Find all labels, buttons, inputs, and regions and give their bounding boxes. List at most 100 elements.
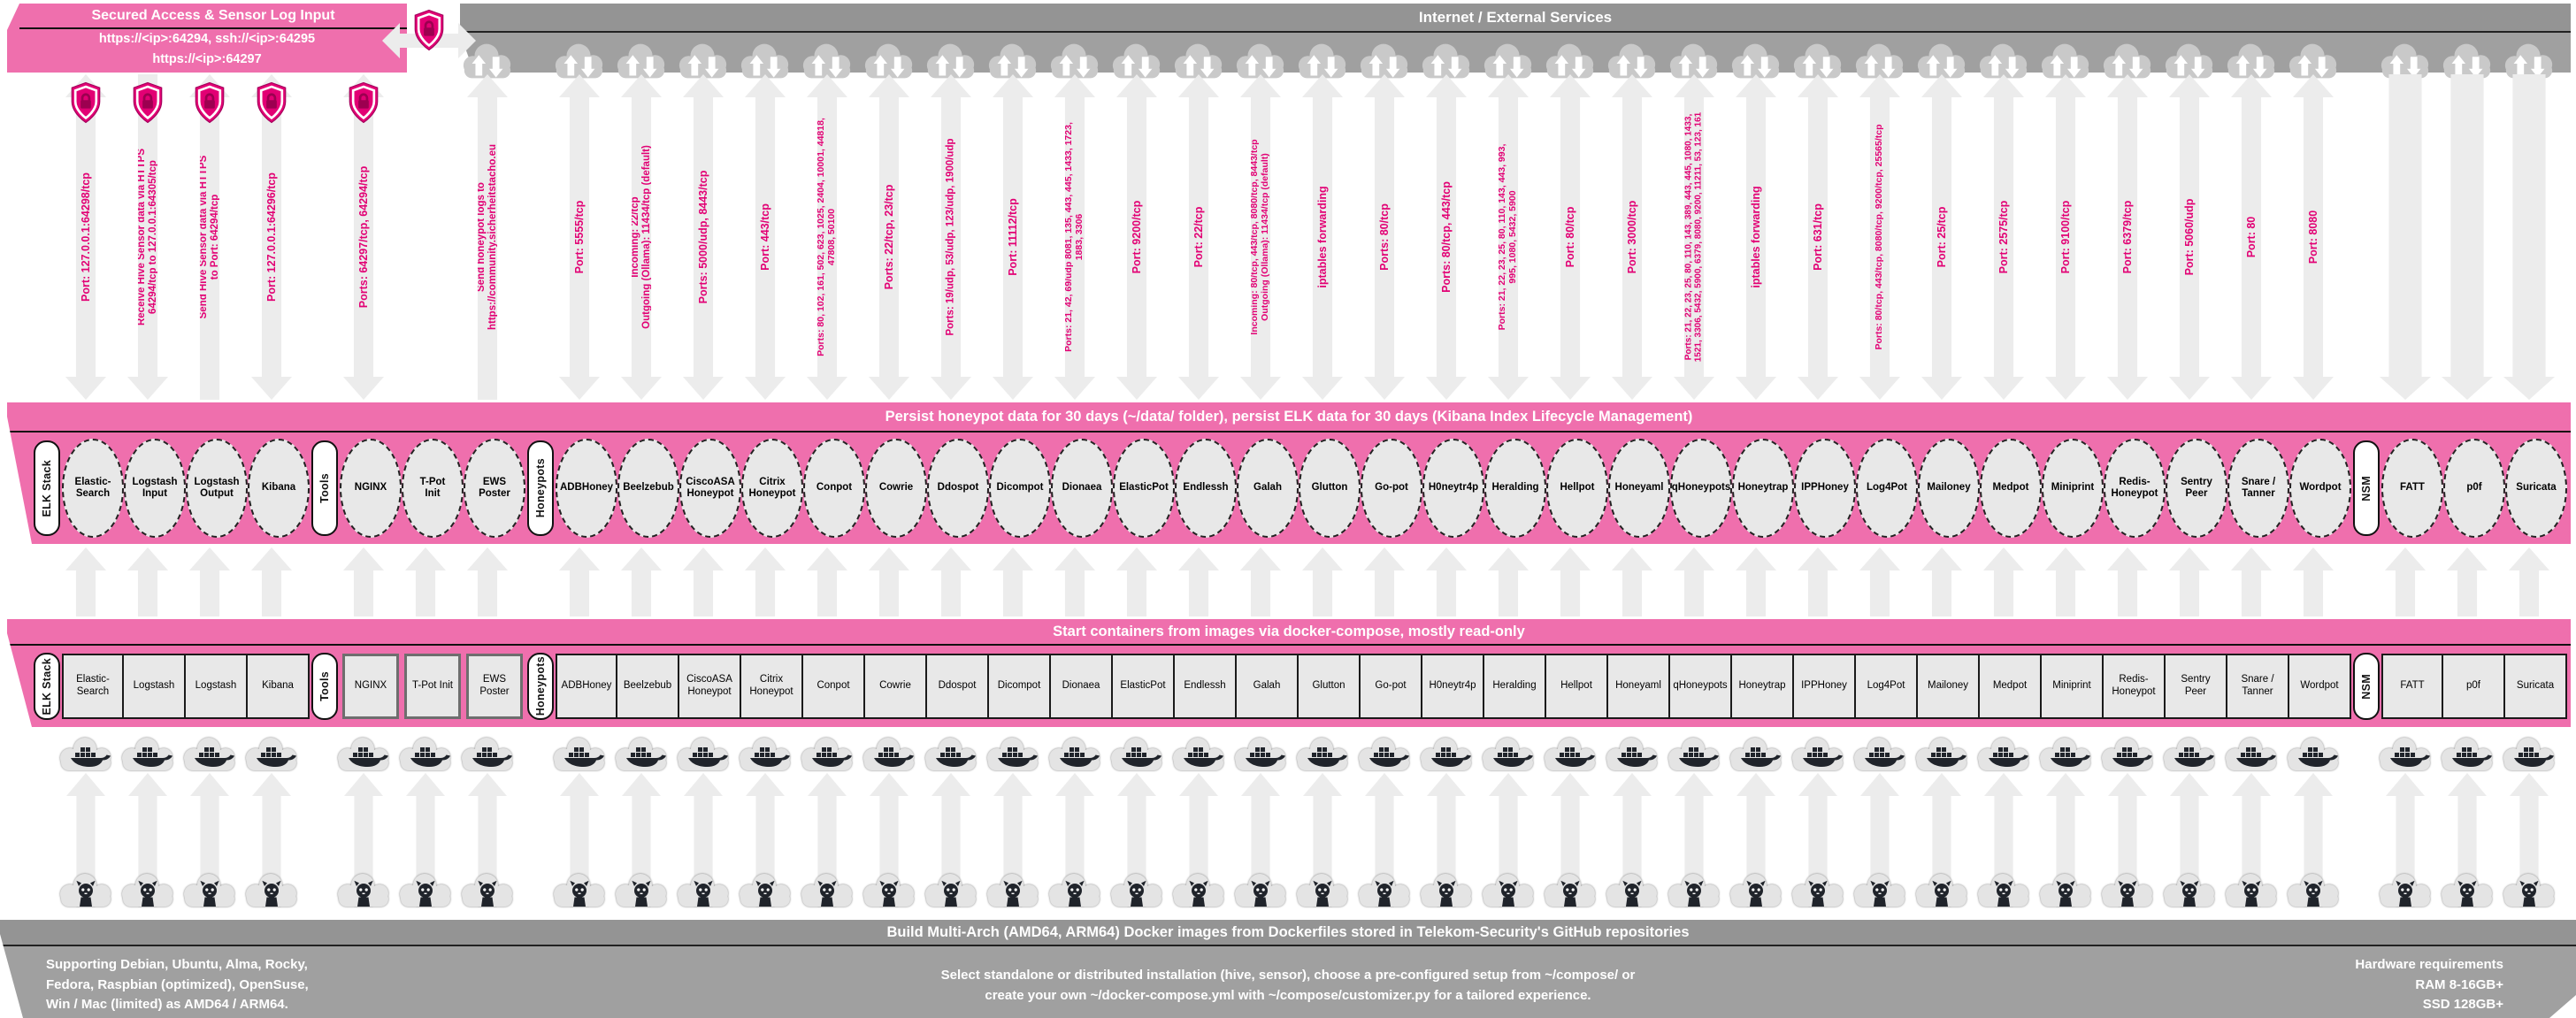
github-cloud-icon xyxy=(2442,874,2492,907)
docker-cloud-icon xyxy=(1479,732,1537,781)
docker-cloud-icon xyxy=(1111,738,1162,770)
container-box: Beelzebub xyxy=(616,654,679,719)
port-arrow xyxy=(2380,74,2431,400)
container-box: IPPHoney xyxy=(1792,654,1856,719)
github-cloud-icon xyxy=(2284,869,2342,917)
docker-cloud-icon xyxy=(1730,738,1781,770)
internet-cloud-icon xyxy=(1357,37,1412,91)
container-box: FATT xyxy=(2381,654,2443,719)
container-box: Suricata xyxy=(2503,654,2567,719)
service-ellipse: Log4Pot xyxy=(1856,439,1918,538)
github-cloud-icon xyxy=(1792,874,1843,907)
docker-cloud-icon xyxy=(550,732,609,781)
docker-cloud-icon xyxy=(2164,738,2214,770)
internet-cloud-icon xyxy=(1979,43,2028,79)
docker-cloud-icon xyxy=(2036,732,2095,781)
port-arrow: Port: 5555/tcp xyxy=(559,74,600,400)
github-cloud-icon xyxy=(1668,874,1719,907)
docker-cloud-icon xyxy=(2160,732,2219,781)
docker-cloud-icon xyxy=(180,732,239,781)
github-cloud-icon xyxy=(740,874,790,907)
docker-cloud-icon xyxy=(1231,732,1290,781)
github-cloud-icon xyxy=(1854,874,1905,907)
docker-cloud-icon xyxy=(1606,738,1657,770)
service-ellipse: FATT xyxy=(2381,439,2443,538)
service-ellipse: Honeytrap xyxy=(1732,439,1794,538)
port-arrow: Port: 9200/tcp xyxy=(1116,74,1157,400)
port-label: Ports: 5000/udp, 8443/tcp xyxy=(696,170,709,304)
port-arrow: Ports: 22/tcp, 23/tcp xyxy=(869,74,909,400)
group-pill-label: Honeypots xyxy=(534,458,547,518)
group-pill-nsm: NSM xyxy=(2353,653,2380,720)
github-cloud-icon xyxy=(400,874,450,907)
port-arrow: Port: 25/tcp xyxy=(1921,74,1962,400)
start-container-arrow xyxy=(343,547,384,616)
service-ellipse: Glutton xyxy=(1299,439,1361,538)
container-box: Heralding xyxy=(1483,654,1546,719)
port-label: Port: 25/tcp xyxy=(1935,206,1948,268)
container-box: T-Pot Init xyxy=(404,654,461,719)
service-ellipse: H0neytr4p xyxy=(1422,439,1484,538)
port-label: Ports: 80/tcp xyxy=(1377,203,1391,271)
docker-cloud-icon xyxy=(925,738,976,770)
port-arrow: Ports: 80, 102, 161, 502, 623, 1025, 240… xyxy=(807,74,847,400)
shield-lock-icon xyxy=(413,9,445,56)
start-container-arrow xyxy=(189,547,230,616)
docker-cloud-icon xyxy=(616,738,666,770)
docker-cloud-icon xyxy=(2376,732,2434,781)
persist-band-services: ELK Stack Elastic- Search Logstash Input Lo… xyxy=(7,432,2571,544)
service-ellipse: Citrix Honeypot xyxy=(741,439,803,538)
internet-cloud-icon xyxy=(555,43,603,79)
start-container-arrow xyxy=(2169,547,2210,616)
container-box: qHoneypots xyxy=(1668,654,1732,719)
group-pill-elk-stack: ELK Stack xyxy=(34,653,60,720)
github-cloud-icon xyxy=(2098,869,2157,917)
github-cloud-icon xyxy=(1479,869,1537,917)
internet-cloud-icon xyxy=(1047,37,1102,91)
docker-cloud-icon xyxy=(1417,732,1476,781)
start-container-arrow xyxy=(405,547,446,616)
port-label: Port: 9100/tcp xyxy=(2058,200,2072,274)
service-ellipse: Heralding xyxy=(1484,439,1546,538)
github-cloud-icon xyxy=(57,869,115,917)
start-container-arrow xyxy=(1302,547,1343,616)
port-arrow: Ports: 80/tcp, 443/tcp xyxy=(1426,74,1467,400)
group-pill-label: Honeypots xyxy=(534,656,547,716)
service-ellipse: Dicompot xyxy=(989,439,1051,538)
service-ellipse: Logstash Output xyxy=(186,439,248,538)
github-cloud-icon xyxy=(550,869,609,917)
container-box: Honeytrap xyxy=(1730,654,1794,719)
github-cloud-icon xyxy=(1417,869,1476,917)
secured-access-url-line1: https://<ip>:64294, ssh://<ip>:64295 xyxy=(98,32,316,46)
start-container-arrow xyxy=(1550,547,1591,616)
internet-cloud-icon xyxy=(1484,43,1532,79)
start-container-arrow xyxy=(1054,547,1095,616)
docker-cloud-icon xyxy=(1046,732,1104,781)
docker-cloud-icon xyxy=(1049,738,1100,770)
port-arrow: Port: 80 xyxy=(2231,74,2272,400)
internet-cloud-icon xyxy=(1607,43,1656,79)
github-cloud-icon xyxy=(1355,869,1414,917)
port-label: Ports: 80/tcp, 443/tcp, 8080/tcp, 9200/t… xyxy=(1874,124,1885,350)
group-pill-label: Tools xyxy=(318,671,331,701)
internet-banner-title: Internet / External Services xyxy=(460,4,2571,33)
docker-cloud-icon xyxy=(462,738,512,770)
shield-lock-icon xyxy=(195,81,225,124)
secured-access-box: Secured Access & Sensor Log Input https:… xyxy=(7,4,407,73)
github-cloud-icon xyxy=(1297,874,1347,907)
port-arrow: Send honeypot logs to https://community.… xyxy=(467,74,508,400)
github-cloud-icon xyxy=(678,874,728,907)
start-container-arrow xyxy=(1798,547,1838,616)
service-ellipse: ElasticPot xyxy=(1113,439,1175,538)
group-pill-tools: Tools xyxy=(311,653,338,720)
internet-cloud-icon xyxy=(2288,43,2337,79)
start-container-arrow xyxy=(2447,547,2488,616)
service-ellipse: Wordpot xyxy=(2289,439,2351,538)
docker-cloud-icon xyxy=(2438,732,2496,781)
docker-cloud-icon xyxy=(60,738,111,770)
github-cloud-icon xyxy=(2376,869,2434,917)
internet-cloud-icon xyxy=(2100,37,2155,91)
internet-cloud-icon xyxy=(1112,43,1161,79)
internet-cloud-icon xyxy=(1729,37,1783,91)
